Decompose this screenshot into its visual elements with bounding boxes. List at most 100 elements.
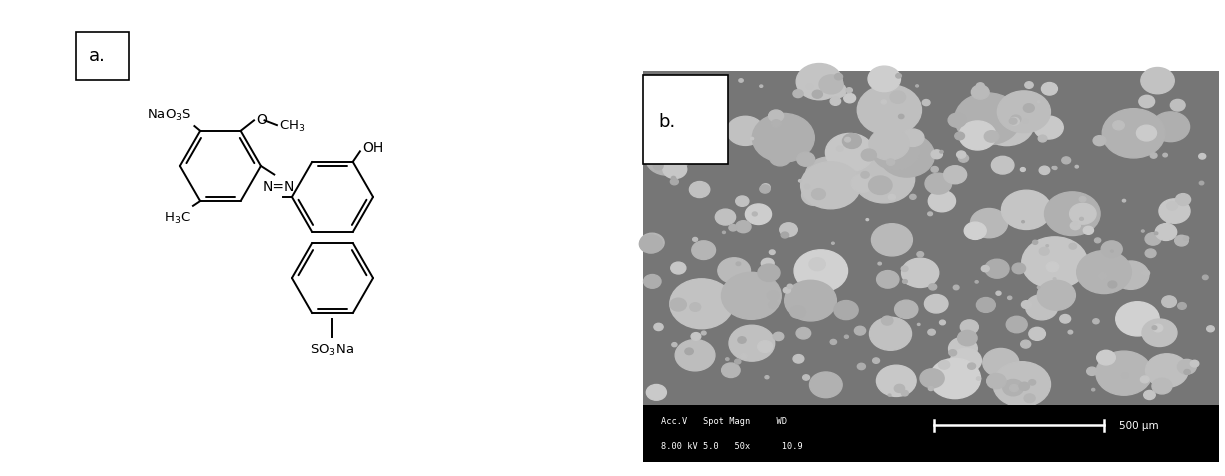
Circle shape [1161,296,1176,308]
Circle shape [953,286,959,290]
Circle shape [690,303,701,312]
Circle shape [981,266,990,272]
Circle shape [1023,105,1034,113]
Circle shape [854,156,915,203]
Circle shape [975,281,979,284]
Circle shape [735,359,741,364]
Circle shape [780,223,797,237]
Circle shape [858,86,921,136]
Circle shape [948,114,967,128]
Circle shape [910,195,916,200]
Text: OH: OH [363,140,383,154]
Text: NaO$_3$S: NaO$_3$S [147,108,191,123]
Circle shape [820,76,843,95]
Circle shape [801,186,828,206]
FancyBboxPatch shape [643,76,728,164]
Circle shape [866,219,869,221]
Circle shape [888,195,895,200]
Circle shape [1019,382,1029,390]
Circle shape [872,134,920,171]
Circle shape [670,279,734,329]
Circle shape [929,191,956,212]
Circle shape [831,340,837,345]
Circle shape [1012,264,1025,274]
Circle shape [739,79,744,83]
Circle shape [1140,376,1149,383]
Circle shape [772,120,782,128]
Circle shape [1033,241,1038,245]
Circle shape [1069,204,1096,225]
FancyBboxPatch shape [643,71,1219,405]
Circle shape [758,265,780,282]
Circle shape [918,324,920,326]
Circle shape [1022,238,1088,289]
Circle shape [971,86,989,100]
Circle shape [653,163,663,170]
Circle shape [785,281,837,321]
Circle shape [1096,351,1152,396]
Circle shape [827,84,846,99]
Circle shape [869,177,892,195]
Circle shape [697,126,703,131]
Circle shape [1038,287,1040,289]
Circle shape [858,364,865,370]
Circle shape [1166,202,1177,211]
Circle shape [812,189,826,200]
Circle shape [692,241,715,260]
Circle shape [691,333,701,340]
Circle shape [1076,166,1078,169]
Circle shape [929,387,933,391]
Circle shape [996,292,1001,296]
Circle shape [930,358,980,399]
Circle shape [925,174,952,195]
Circle shape [834,301,859,320]
Circle shape [752,213,757,217]
Circle shape [696,100,703,106]
Circle shape [709,146,717,152]
Circle shape [1145,249,1156,258]
Circle shape [726,117,764,146]
Circle shape [1101,241,1122,258]
Circle shape [655,99,660,103]
Circle shape [1199,182,1204,186]
Text: SO$_3$Na: SO$_3$Na [310,342,354,357]
Circle shape [1069,244,1077,249]
Circle shape [808,258,826,271]
Circle shape [902,267,908,272]
Circle shape [957,152,965,159]
Circle shape [764,376,769,379]
Circle shape [810,372,842,398]
Circle shape [736,262,741,266]
Circle shape [1024,394,1035,403]
Circle shape [760,86,763,88]
Circle shape [1139,96,1155,109]
Circle shape [929,284,937,290]
Circle shape [639,235,663,254]
Circle shape [1175,236,1188,247]
Circle shape [1159,199,1189,224]
Circle shape [959,122,996,151]
Circle shape [997,92,1050,133]
Circle shape [970,209,1008,238]
Circle shape [1094,238,1101,243]
Text: a.: a. [89,47,107,65]
Circle shape [1166,220,1171,224]
Circle shape [880,134,935,178]
Circle shape [751,138,753,140]
Circle shape [1025,82,1033,89]
Circle shape [1054,167,1057,170]
Circle shape [793,355,804,363]
Circle shape [870,317,911,350]
Circle shape [832,243,834,245]
Circle shape [1077,251,1132,294]
Circle shape [1038,101,1040,103]
Circle shape [783,288,790,293]
Circle shape [802,375,810,380]
Circle shape [801,162,860,209]
Circle shape [1137,126,1156,142]
Circle shape [725,358,729,361]
Circle shape [903,280,908,284]
Circle shape [769,301,778,309]
Circle shape [894,300,918,319]
Circle shape [699,90,709,99]
